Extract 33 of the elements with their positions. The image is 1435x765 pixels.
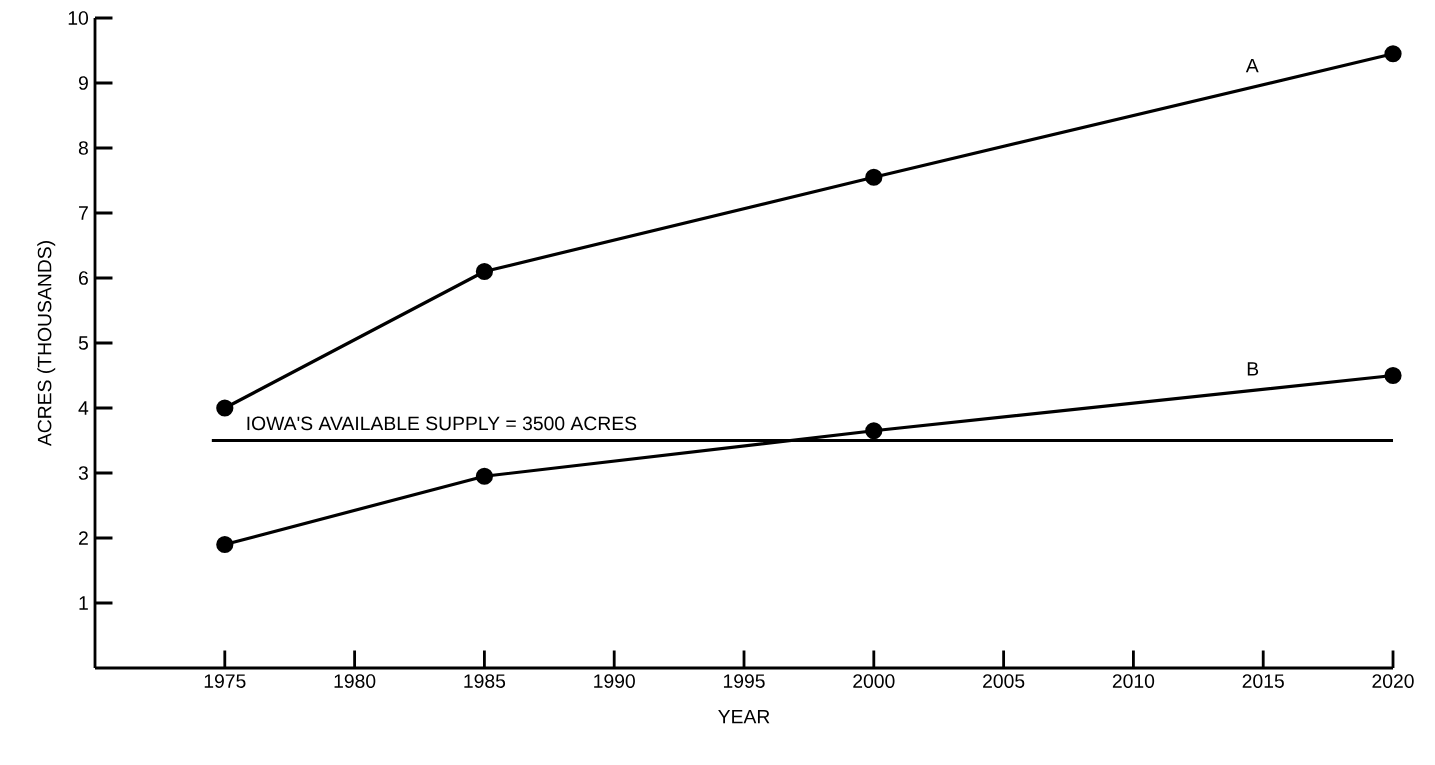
point xyxy=(216,399,234,417)
y-tick-label: 3 xyxy=(78,466,88,480)
x-tick-label: 1985 xyxy=(464,674,506,688)
y-tick-label: 6 xyxy=(79,271,88,285)
series-label: A xyxy=(1245,58,1259,73)
x-tick-label: 1980 xyxy=(334,674,376,688)
point xyxy=(475,467,494,485)
point xyxy=(216,535,234,554)
point xyxy=(1384,45,1402,63)
point xyxy=(865,168,883,186)
y-axis-title: ACRES (THOUSANDS) xyxy=(37,241,56,447)
point xyxy=(1384,366,1402,385)
y-tick-label: 10 xyxy=(68,11,89,25)
x-tick-label: 2000 xyxy=(853,674,895,688)
series-label: B xyxy=(1247,362,1259,376)
x-axis-title: YEAR xyxy=(718,709,770,724)
y-tick-label: 5 xyxy=(78,336,88,350)
x-tick-label: 2020 xyxy=(1372,674,1414,688)
x-tick-label: 2015 xyxy=(1242,674,1284,688)
y-tick-label: 7 xyxy=(79,206,88,220)
point xyxy=(475,262,494,281)
y-tick-label: 9 xyxy=(78,76,88,90)
x-tick-label: 2010 xyxy=(1112,674,1155,688)
point xyxy=(865,422,883,440)
x-tick-label: 2005 xyxy=(983,674,1025,688)
y-tick-label: 1 xyxy=(79,596,88,610)
ref-line-label: IOWA'S AVAILABLE SUPPLY = 3500 ACRES xyxy=(247,416,637,431)
y-tick-label: 4 xyxy=(78,401,89,415)
x-tick-label: 1975 xyxy=(204,674,246,688)
y-tick-label: 2 xyxy=(79,531,88,545)
x-tick-label: 1995 xyxy=(723,674,765,688)
x-tick-label: 1990 xyxy=(594,674,635,688)
y-tick-label: 8 xyxy=(78,141,88,155)
